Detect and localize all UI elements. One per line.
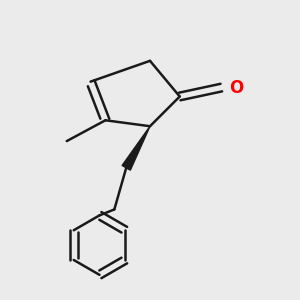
Text: O: O	[229, 79, 243, 97]
Polygon shape	[122, 126, 150, 170]
